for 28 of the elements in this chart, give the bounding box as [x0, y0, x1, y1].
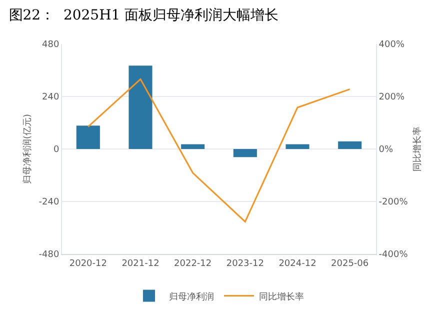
y-axis-title: 归母净利润(亿元)	[22, 114, 34, 184]
y2-tick-label: 400%	[378, 40, 405, 50]
y-tick-label: 240	[42, 92, 60, 103]
x-tick-label: 2023-12	[226, 258, 264, 269]
bar	[338, 141, 362, 149]
bar	[181, 144, 205, 149]
y2-tick-label: 200%	[378, 92, 405, 103]
chart-title: 图22： 2025H1 面板归母净利润大幅增长	[8, 7, 279, 24]
x-tick-label: 2024-12	[278, 258, 316, 269]
y-tick-label: 0	[53, 145, 60, 156]
x-tick-label: 2020-12	[69, 258, 107, 269]
line-series	[87, 78, 351, 222]
y2-axis-title: 同比增长率	[412, 126, 424, 172]
x-tick-label: 2022-12	[174, 258, 212, 269]
bar	[76, 126, 100, 149]
y2-tick-label: 0%	[378, 145, 394, 156]
y-tick-label: 480	[42, 40, 60, 50]
x-tick-label: 2025-06	[331, 258, 369, 269]
bar	[128, 66, 152, 149]
y2-tick-label: -200%	[378, 198, 408, 208]
y-tick-label: -480	[38, 250, 60, 260]
bar	[233, 149, 257, 158]
bar	[286, 144, 310, 149]
y2-tick-label: -400%	[378, 250, 408, 260]
y-tick-label: -240	[38, 198, 60, 208]
legend-label: 同比增长率	[259, 291, 304, 302]
x-tick-label: 2021-12	[122, 258, 160, 269]
legend-label: 归母净利润	[169, 291, 214, 302]
